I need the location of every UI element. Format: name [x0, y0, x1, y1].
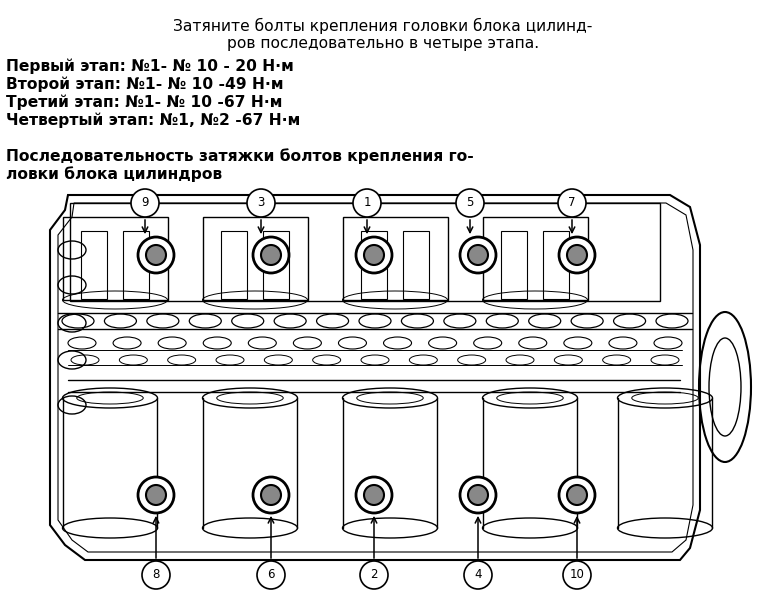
Circle shape [142, 561, 170, 589]
Circle shape [253, 477, 289, 513]
Circle shape [468, 245, 488, 265]
Circle shape [559, 477, 595, 513]
Bar [361, 231, 387, 299]
Circle shape [364, 485, 384, 505]
Bar [63, 217, 168, 300]
Text: 1: 1 [363, 197, 371, 210]
Circle shape [146, 245, 166, 265]
Circle shape [460, 237, 496, 273]
Text: Первый этап: №1- № 10 - 20 Н·м: Первый этап: №1- № 10 - 20 Н·м [6, 58, 294, 74]
Text: Третий этап: №1- № 10 -67 Н·м: Третий этап: №1- № 10 -67 Н·м [6, 94, 282, 109]
Bar [263, 231, 289, 299]
Text: 5: 5 [467, 197, 474, 210]
Text: 10: 10 [570, 568, 584, 582]
Bar [501, 231, 527, 299]
Circle shape [567, 485, 587, 505]
Text: 4: 4 [474, 568, 482, 582]
Circle shape [138, 477, 174, 513]
Circle shape [247, 189, 275, 217]
Bar [123, 231, 149, 299]
Circle shape [567, 245, 587, 265]
Circle shape [456, 189, 484, 217]
Text: 3: 3 [257, 197, 265, 210]
Bar [203, 217, 308, 300]
Text: ров последовательно в четыре этапа.: ров последовательно в четыре этапа. [227, 36, 539, 51]
Bar [81, 231, 107, 299]
Text: Затяните болты крепления головки блока цилинд-: Затяните болты крепления головки блока ц… [174, 18, 593, 34]
Text: Второй этап: №1- № 10 -49 Н·м: Второй этап: №1- № 10 -49 Н·м [6, 76, 284, 91]
Circle shape [558, 189, 586, 217]
Text: ловки блока цилиндров: ловки блока цилиндров [6, 166, 222, 182]
Circle shape [353, 189, 381, 217]
Bar [543, 231, 569, 299]
Circle shape [257, 561, 285, 589]
Bar [70, 203, 660, 301]
Text: 2: 2 [370, 568, 378, 582]
Circle shape [138, 237, 174, 273]
Bar [403, 231, 429, 299]
Circle shape [464, 561, 492, 589]
Text: 7: 7 [568, 197, 576, 210]
Circle shape [360, 561, 388, 589]
Circle shape [356, 477, 392, 513]
Text: 9: 9 [142, 197, 148, 210]
Text: 6: 6 [267, 568, 275, 582]
Circle shape [146, 485, 166, 505]
Circle shape [356, 237, 392, 273]
Circle shape [559, 237, 595, 273]
Circle shape [131, 189, 159, 217]
Bar [343, 217, 448, 300]
Text: Последовательность затяжки болтов крепления го-: Последовательность затяжки болтов крепле… [6, 148, 474, 164]
Circle shape [261, 245, 281, 265]
Text: Четвертый этап: №1, №2 -67 Н·м: Четвертый этап: №1, №2 -67 Н·м [6, 112, 300, 128]
Bar [483, 217, 588, 300]
Circle shape [468, 485, 488, 505]
Circle shape [261, 485, 281, 505]
Bar [221, 231, 247, 299]
Circle shape [253, 237, 289, 273]
Text: 8: 8 [152, 568, 160, 582]
Circle shape [563, 561, 591, 589]
Circle shape [460, 477, 496, 513]
Circle shape [364, 245, 384, 265]
